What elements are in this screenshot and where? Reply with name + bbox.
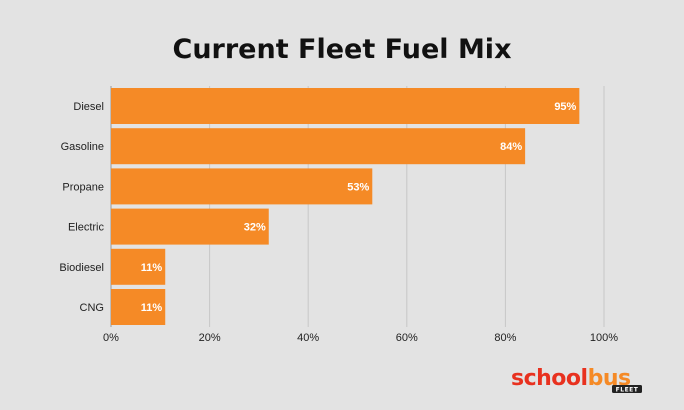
category-label: Diesel	[73, 101, 104, 113]
grid	[110, 86, 605, 327]
svg-text:schoolbus: schoolbus	[511, 366, 631, 391]
x-tick-label: 0%	[103, 332, 119, 344]
x-tick-label: 20%	[199, 332, 221, 344]
chart-title: Current Fleet Fuel Mix	[173, 34, 512, 65]
category-label: Electric	[68, 222, 105, 234]
bar-diesel	[111, 88, 580, 124]
bar-biodiesel	[111, 248, 166, 285]
data-label: 32%	[244, 222, 266, 234]
schoolbus-fleet-logo: schoolbus FLEET	[511, 366, 642, 394]
logo-fleet-text: FLEET	[616, 387, 639, 394]
data-label: 53%	[347, 181, 369, 193]
data-label: 84%	[500, 141, 522, 153]
bar-gasoline	[111, 128, 526, 165]
category-labels: Diesel Gasoline Propane Electric Biodiesel CN…	[59, 101, 104, 314]
data-label: 11%	[141, 302, 163, 314]
logo-school-text: school	[511, 366, 588, 391]
logo-badge	[612, 385, 642, 393]
x-tick-label: 40%	[297, 332, 319, 344]
category-label: Propane	[62, 181, 104, 193]
x-tick-label: 100%	[590, 332, 618, 344]
bars: 95% 84% 53% 32% 11% 11%	[111, 88, 580, 325]
category-label: Gasoline	[61, 141, 104, 153]
x-tick-label: 80%	[494, 332, 516, 344]
category-label: CNG	[80, 302, 104, 314]
x-tick-label: 60%	[396, 332, 418, 344]
data-label: 11%	[141, 262, 163, 274]
x-axis-ticks: 0% 20% 40% 60% 80% 100%	[103, 332, 618, 344]
category-label: Biodiesel	[59, 262, 104, 274]
bar-cng	[111, 289, 166, 325]
bar-electric	[111, 208, 269, 245]
bar-propane	[111, 168, 373, 205]
data-label: 95%	[554, 101, 576, 113]
